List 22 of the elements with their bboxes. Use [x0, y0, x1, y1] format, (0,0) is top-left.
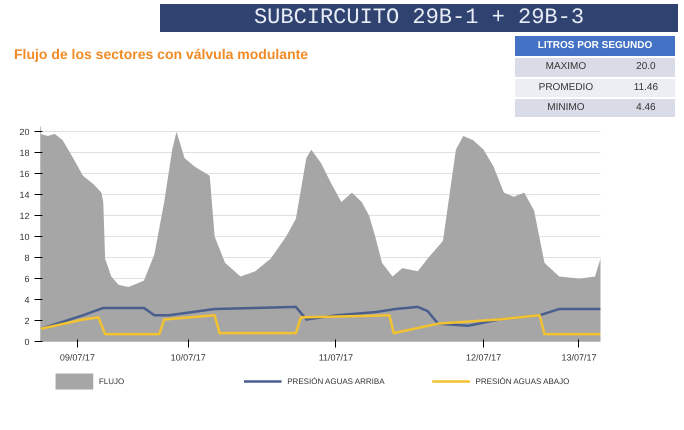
- x-tick-label: 09/07/17: [60, 352, 95, 362]
- y-tick-label: 2: [24, 316, 30, 326]
- x-tick-label: 13/07/17: [561, 352, 596, 362]
- y-tick-label: 0: [24, 337, 30, 347]
- y-tick-label: 8: [24, 253, 30, 264]
- y-tick-label: 14: [19, 190, 30, 200]
- y-tick-label: 18: [19, 148, 30, 158]
- y-tick-label: 10: [19, 232, 30, 242]
- value-table: LITROS POR SEGUNDO MAXIMO 20.0 PROMEDIO 11.46 MINIMO 4.46: [515, 34, 675, 120]
- x-tick-label: 10/07/17: [170, 352, 206, 362]
- x-tick-label: 12/07/17: [466, 352, 502, 362]
- x-tick-label: 11/07/17: [318, 352, 354, 362]
- y-tick-label: 16: [19, 169, 30, 180]
- legend-label: FLUJO: [98, 377, 124, 386]
- title-banner: SUBCIRCUITO 29B-1 + 29B-3: [160, 4, 678, 32]
- legend-label: PRESIÓN AGUAS ARRIBA: [287, 377, 386, 386]
- legend-label: PRESIÓN AGUAS ABAJO: [476, 377, 570, 386]
- y-tick-label: 12: [19, 211, 30, 222]
- y-tick-label: 6: [24, 274, 30, 284]
- y-tick-label: 20: [19, 127, 30, 138]
- y-tick-label: 4: [24, 295, 30, 306]
- chart-subtitle: Flujo de los sectores con válvula modulante: [14, 45, 308, 64]
